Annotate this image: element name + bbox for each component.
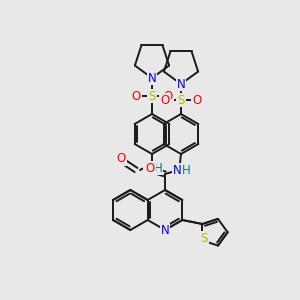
Text: N: N	[160, 224, 169, 236]
Text: N: N	[177, 77, 185, 91]
Text: S: S	[177, 94, 185, 106]
Text: O: O	[146, 161, 154, 175]
Text: H: H	[182, 164, 190, 176]
Text: N: N	[144, 161, 152, 175]
Text: N: N	[172, 164, 182, 176]
Text: O: O	[160, 94, 169, 106]
Text: S: S	[148, 89, 156, 103]
Text: H: H	[154, 161, 162, 175]
Text: O: O	[116, 152, 126, 166]
Text: O: O	[131, 89, 141, 103]
Text: O: O	[164, 89, 172, 103]
Text: O: O	[192, 94, 202, 106]
Text: N: N	[148, 71, 156, 85]
Text: S: S	[201, 232, 208, 245]
